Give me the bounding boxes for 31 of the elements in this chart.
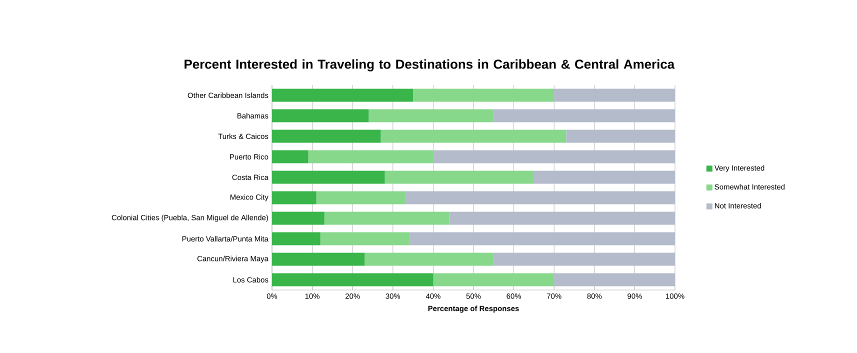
bar xyxy=(384,170,534,184)
bar xyxy=(272,232,320,246)
bar xyxy=(272,170,385,184)
bar xyxy=(566,130,676,143)
bar xyxy=(272,273,434,286)
bar xyxy=(409,232,676,246)
bar xyxy=(272,150,308,164)
bar xyxy=(433,150,676,164)
bar xyxy=(272,252,365,266)
bar xyxy=(534,170,676,184)
bar xyxy=(494,252,676,266)
bar xyxy=(316,191,405,204)
bar xyxy=(554,273,676,286)
bar xyxy=(404,191,676,204)
bar xyxy=(272,109,369,122)
bar xyxy=(308,150,434,164)
bar xyxy=(320,232,410,246)
chart-title: Percent Interested in Traveling to Destinations in Caribbean & Central America xyxy=(184,59,675,72)
bar xyxy=(380,130,566,143)
bar xyxy=(272,88,414,102)
bar xyxy=(324,212,450,225)
bar xyxy=(494,109,676,122)
bar xyxy=(364,252,494,266)
bar xyxy=(272,191,316,204)
bar xyxy=(554,88,676,102)
bar xyxy=(413,88,554,102)
bar xyxy=(368,109,494,122)
bar xyxy=(433,273,554,286)
bar xyxy=(272,212,324,225)
bar xyxy=(449,212,676,225)
bar xyxy=(272,130,381,143)
